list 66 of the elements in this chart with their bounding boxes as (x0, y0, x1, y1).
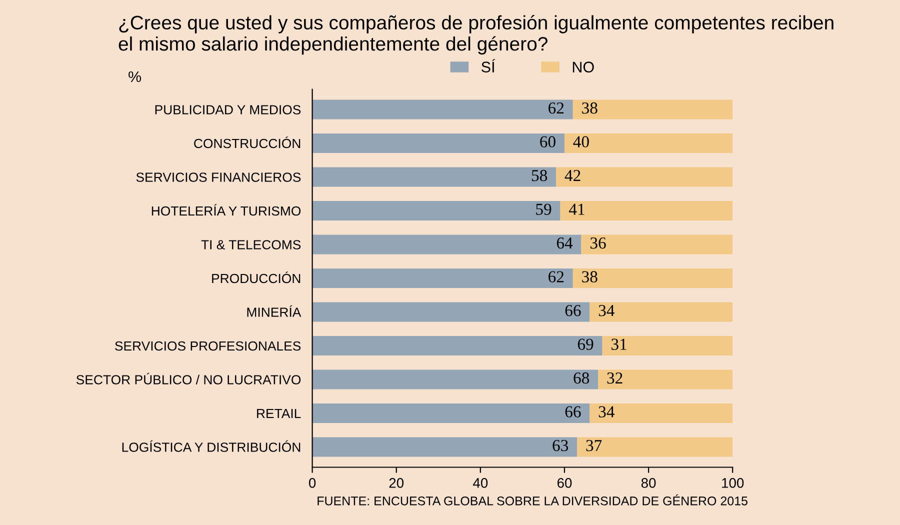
source-note: FUENTE: ENCUESTA GLOBAL SOBRE LA DIVERSIDAD DE GÉNERO 2015 (318, 494, 748, 506)
x-tick-label: 100 (722, 478, 744, 488)
data-label: 38 (582, 102, 598, 114)
bar (312, 370, 598, 390)
bar (312, 234, 582, 254)
bar (572, 268, 733, 288)
y-tick-label: CONSTRUCCIÓN (194, 136, 300, 148)
bar (556, 167, 733, 187)
bar (602, 336, 733, 356)
bar (312, 336, 602, 356)
data-label: 66 (565, 304, 581, 316)
data-label: 64 (556, 237, 573, 249)
y-tick-label: SERVICIOS PROFESIONALES (115, 341, 301, 351)
chart-title: ¿Crees que usted y sus compañeros de profesión igualmente competentes reciben el mismo salario independientemente del género? (118, 15, 834, 55)
bar (312, 302, 590, 322)
data-label: 63 (552, 440, 568, 452)
y-tick-label: RETAIL (257, 408, 301, 418)
x-tick-label: 40 (473, 478, 488, 488)
bar (590, 302, 733, 322)
y-tick-label: PUBLICIDAD Y MEDIOS (155, 105, 301, 114)
x-tick-label: 60 (557, 478, 572, 488)
bar (560, 200, 733, 221)
data-label: 69 (578, 338, 594, 350)
y-tick-label: MINERÍA (247, 305, 302, 317)
data-label: 31 (612, 338, 626, 350)
x-tick-label: 20 (389, 478, 404, 488)
bar (572, 100, 733, 120)
bar (581, 234, 733, 254)
bar (312, 133, 564, 154)
legend-label: NO (572, 62, 594, 72)
bar (312, 167, 556, 187)
bar (312, 268, 573, 288)
x-tick-label: 80 (641, 478, 656, 488)
data-label: 66 (565, 406, 581, 418)
bar (312, 437, 578, 457)
data-label: 42 (564, 170, 580, 182)
data-label: 41 (569, 204, 584, 215)
bar (312, 100, 573, 120)
data-label: 37 (586, 440, 602, 452)
data-label: 62 (548, 271, 564, 282)
data-label: 40 (573, 136, 589, 148)
data-label: 59 (536, 204, 552, 215)
y-tick-label: SECTOR PÚBLICO / NO LUCRATIVO (76, 372, 301, 384)
legend-label: SÍ (482, 59, 496, 72)
data-label: 68 (574, 372, 590, 384)
bar (590, 403, 733, 424)
data-label: 58 (532, 170, 548, 182)
y-tick-label: SERVICIOS FINANCIEROS (136, 172, 301, 182)
bar (312, 403, 590, 424)
data-label: 38 (582, 271, 598, 282)
bar (577, 437, 733, 457)
bar (564, 133, 733, 154)
data-label: 34 (598, 406, 615, 418)
data-label: 60 (540, 136, 556, 148)
y-tick-label: LOGÍSTICA Y DISTRIBUCIÓN (122, 440, 300, 452)
y-axis-title: % (128, 71, 142, 82)
bar (312, 200, 560, 221)
x-tick-label: 0 (308, 478, 316, 488)
data-label: 36 (590, 237, 606, 249)
data-label: 62 (548, 102, 564, 114)
bar (598, 370, 733, 390)
y-tick-label: HOTELERÍA Y TURISMO (152, 204, 301, 216)
data-label: 32 (607, 372, 622, 384)
data-label: 34 (598, 304, 615, 316)
y-tick-label: TI & TELECOMS (201, 240, 301, 250)
y-tick-label: PRODUCCIÓN (212, 272, 300, 284)
